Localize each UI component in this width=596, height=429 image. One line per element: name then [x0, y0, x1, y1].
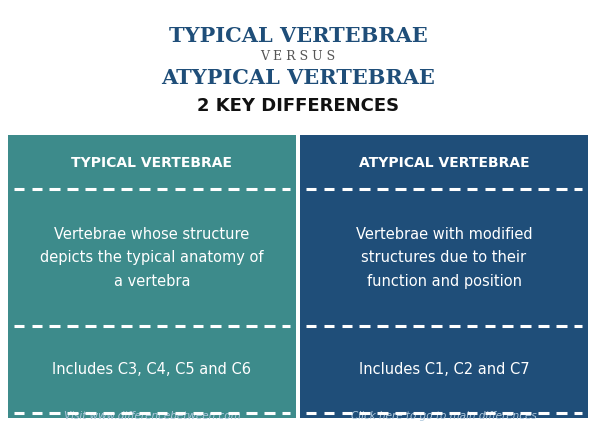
- Text: Includes C1, C2 and C7: Includes C1, C2 and C7: [359, 362, 529, 377]
- Text: ATYPICAL VERTEBRAE: ATYPICAL VERTEBRAE: [161, 68, 435, 88]
- Text: TYPICAL VERTEBRAE: TYPICAL VERTEBRAE: [169, 27, 427, 46]
- Text: 2 KEY DIFFERENCES: 2 KEY DIFFERENCES: [197, 97, 399, 115]
- Text: Includes C3, C4, C5 and C6: Includes C3, C4, C5 and C6: [52, 362, 252, 377]
- Text: ATYPICAL VERTEBRAE: ATYPICAL VERTEBRAE: [359, 156, 529, 170]
- Text: V E R S U S: V E R S U S: [260, 50, 336, 63]
- Text: Vertebrae with modified
structures due to their
function and position: Vertebrae with modified structures due t…: [356, 227, 532, 289]
- Text: Vertebrae whose structure
depicts the typical anatomy of
a vertebra: Vertebrae whose structure depicts the ty…: [40, 227, 263, 289]
- Text: TYPICAL VERTEBRAE: TYPICAL VERTEBRAE: [72, 156, 232, 170]
- Text: Visit www.differencebetween.com: Visit www.differencebetween.com: [64, 411, 240, 421]
- Text: Click here to go to main differences: Click here to go to main differences: [351, 411, 537, 421]
- FancyBboxPatch shape: [300, 135, 588, 418]
- FancyBboxPatch shape: [8, 135, 296, 418]
